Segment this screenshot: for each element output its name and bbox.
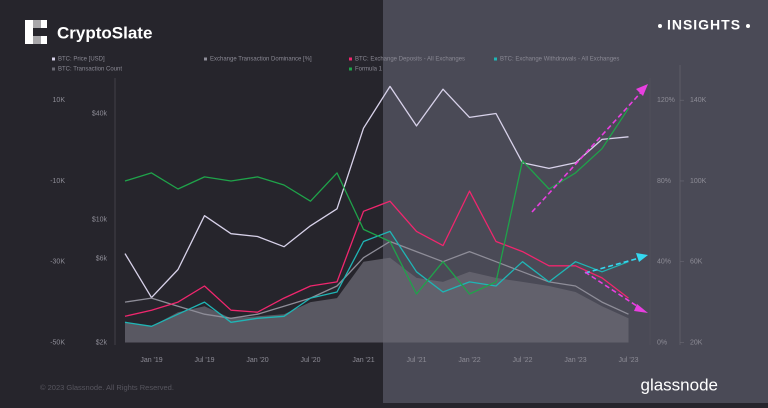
x-tick-label: Jul '22 bbox=[512, 357, 532, 364]
series-line bbox=[124, 107, 630, 295]
legend-label: Formula 1 bbox=[355, 67, 383, 73]
y-tick-label: 40% bbox=[657, 259, 671, 266]
legend-swatch bbox=[349, 57, 352, 61]
legend-swatch bbox=[204, 57, 207, 61]
source-logo: glassnode bbox=[640, 375, 718, 394]
legend-label: BTC: Exchange Withdrawals - All Exchange… bbox=[500, 57, 619, 63]
logo bbox=[25, 20, 47, 44]
series-line bbox=[124, 240, 629, 319]
annotations bbox=[531, 84, 648, 313]
x-tick-label: Jan '22 bbox=[458, 357, 480, 364]
y-tick-label: 10K bbox=[53, 97, 66, 104]
y-tick-label: 0% bbox=[657, 339, 667, 346]
x-tick-label: Jan '21 bbox=[352, 357, 374, 364]
x-tick-label: Jul '20 bbox=[300, 357, 320, 364]
y-tick-label: $6k bbox=[96, 255, 108, 262]
plot bbox=[124, 85, 630, 343]
y-tick-label: $40k bbox=[92, 110, 108, 117]
y-tick-label: -50K bbox=[50, 339, 65, 346]
legend-swatch bbox=[52, 67, 55, 71]
brand: CryptoSlate bbox=[57, 23, 152, 42]
x-tick-label: Jan '19 bbox=[140, 357, 162, 364]
y-tick-label: 140K bbox=[690, 97, 707, 104]
legend-label: BTC: Transaction Count bbox=[58, 67, 122, 73]
series-line bbox=[124, 230, 629, 327]
legend-swatch bbox=[349, 67, 352, 71]
legend-label: Exchange Transaction Dominance [%] bbox=[210, 57, 312, 63]
copyright: © 2023 Glassnode. All Rights Reserved. bbox=[40, 383, 174, 392]
y-tick-label: -10K bbox=[50, 178, 65, 185]
y-tick-label: 60K bbox=[690, 259, 703, 266]
y-tick-label: 100K bbox=[690, 178, 707, 185]
y-tick-label: 120% bbox=[657, 97, 675, 104]
y-tick-label: $10k bbox=[92, 216, 108, 223]
x-tick-label: Jan '23 bbox=[564, 357, 586, 364]
y-tick-label: -30K bbox=[50, 259, 65, 266]
legend-label: BTC: Price [USD] bbox=[58, 57, 105, 63]
series-line bbox=[124, 190, 629, 317]
legend-swatch bbox=[52, 57, 55, 61]
y-tick-label: $2k bbox=[96, 339, 108, 346]
dot bbox=[746, 24, 750, 28]
y-tick-label: 80% bbox=[657, 178, 671, 185]
x-tick-label: Jul '23 bbox=[618, 357, 638, 364]
series-area bbox=[125, 257, 629, 343]
x-tick-label: Jul '21 bbox=[406, 357, 426, 364]
legend-swatch bbox=[494, 57, 497, 61]
x-tick-label: Jul '19 bbox=[194, 357, 214, 364]
insights-tag: INSIGHTS bbox=[667, 17, 741, 33]
legend-label: BTC: Exchange Deposits - All Exchanges bbox=[355, 57, 465, 63]
x-tick-label: Jan '20 bbox=[246, 357, 268, 364]
series-line bbox=[124, 85, 629, 299]
dot bbox=[658, 24, 662, 28]
y-tick-label: 20K bbox=[690, 339, 703, 346]
